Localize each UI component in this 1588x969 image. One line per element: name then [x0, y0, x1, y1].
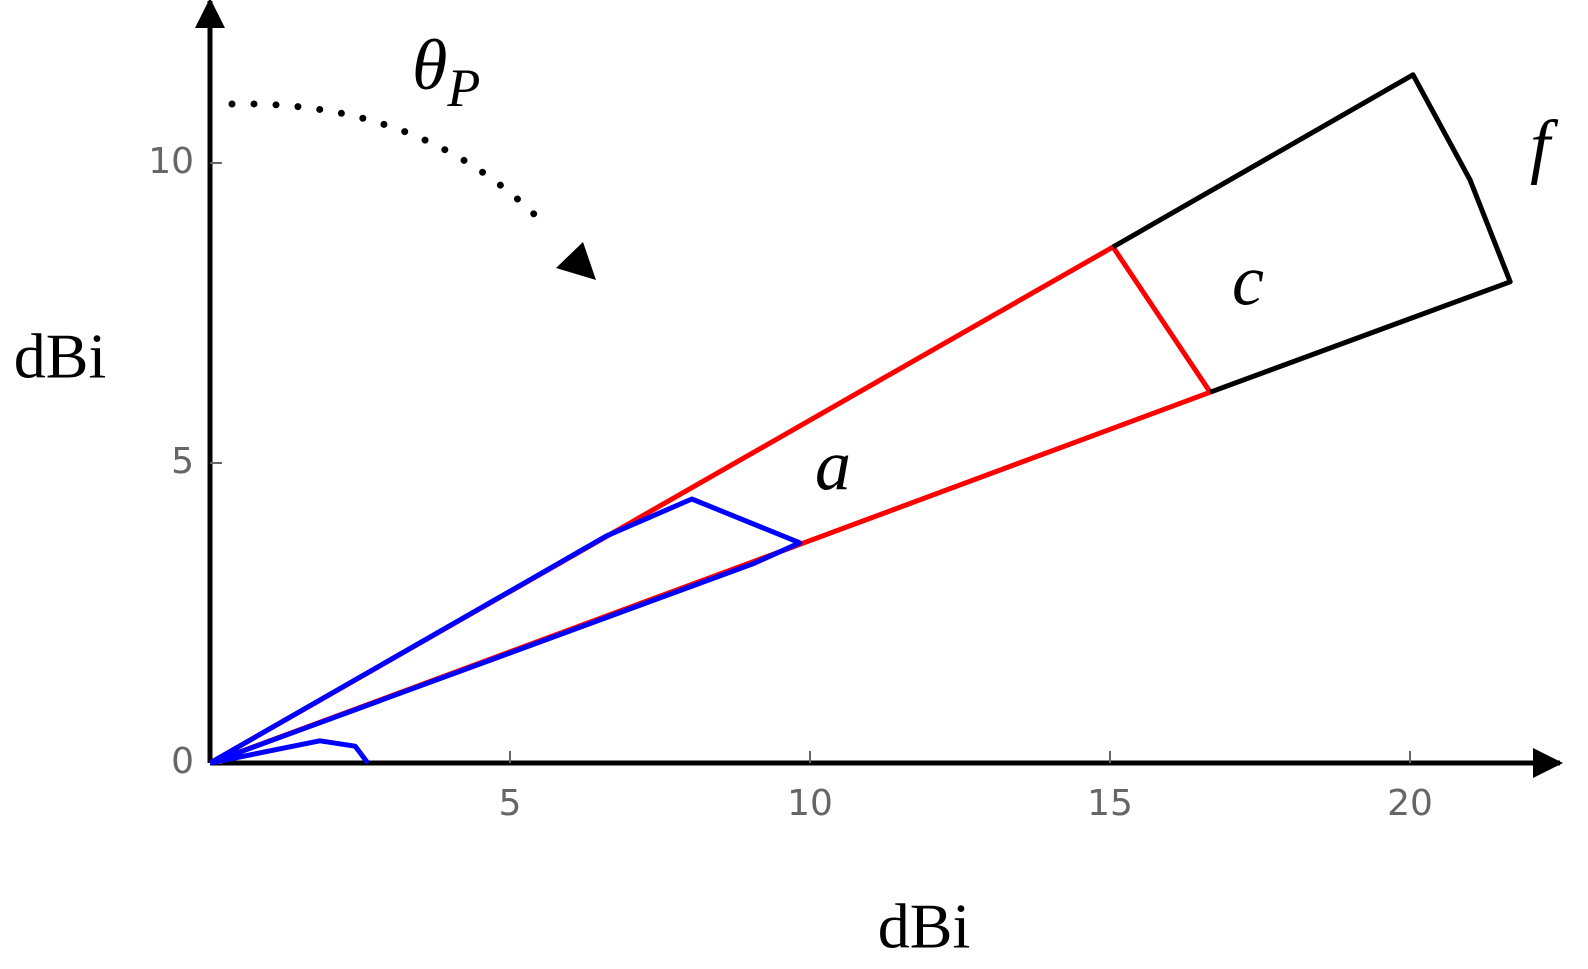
series-label: f [1530, 106, 1559, 186]
series-label: c [1232, 241, 1264, 321]
rotation-arrowhead [556, 242, 596, 280]
x-tick-label: 10 [787, 783, 833, 824]
series-label: a [815, 426, 851, 506]
y-tick-label: 5 [171, 441, 194, 482]
rotation-arc [228, 100, 544, 224]
series-line [208, 496, 803, 766]
x-axis-label: dBi [878, 891, 970, 962]
annotation-symbol: θ [412, 25, 447, 105]
x-tick-label: 5 [499, 783, 522, 824]
x-tick-label: 15 [1087, 783, 1133, 824]
annotation: θP [412, 25, 480, 119]
annotation-subscript: P [446, 58, 480, 118]
plot-area: 5 10 15 20 0 5 10 [148, 0, 1563, 824]
y-tick-label: 10 [148, 141, 194, 182]
series-line [1111, 72, 1513, 395]
y-axis-label: dBi [14, 321, 106, 392]
y-tick-label: 0 [171, 741, 194, 782]
x-tick-label: 20 [1387, 783, 1433, 824]
